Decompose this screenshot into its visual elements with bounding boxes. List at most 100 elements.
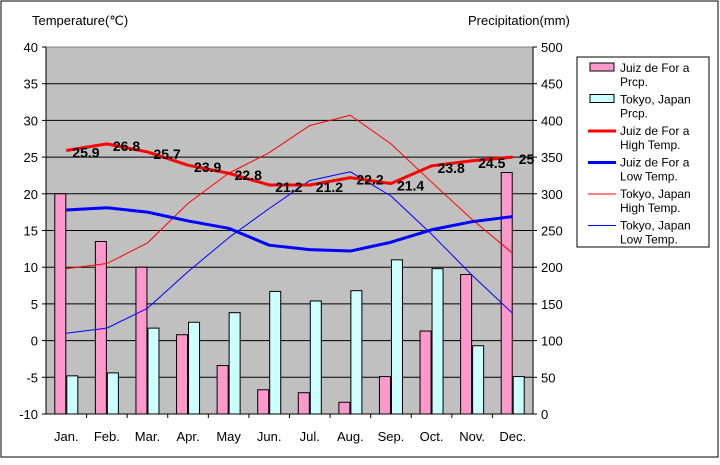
data-label: 21.2 [316, 179, 343, 195]
legend-label: Tokyo, Japan High Temp. [620, 187, 691, 215]
x-tick-label: Jul. [300, 429, 320, 444]
precip-bar [500, 172, 513, 415]
right-tick-label: 50 [541, 370, 555, 385]
data-label: 21.4 [397, 178, 424, 194]
x-tick-label: May [216, 429, 241, 444]
precip-bar [390, 259, 403, 415]
x-tick-label: Mar. [135, 429, 160, 444]
precip-bar [419, 330, 432, 415]
precip-bar [378, 376, 391, 415]
left-tick-label: 30 [24, 113, 38, 128]
x-tick-label: Nov. [459, 429, 485, 444]
left-tick-label: -5 [26, 370, 38, 385]
legend-label: Juiz de For a Prcp. [620, 61, 690, 89]
legend-label-line1: Tokyo, Japan [620, 219, 691, 233]
left-axis-title: Temperature(℃) [32, 13, 128, 28]
legend-swatch [589, 62, 615, 72]
data-label: 22.8 [235, 167, 262, 183]
left-tick-label: 40 [24, 40, 38, 55]
x-tick-label: Dec. [499, 429, 526, 444]
precip-bar [54, 193, 67, 415]
left-tick-label: 25 [24, 150, 38, 165]
left-tick-label: 35 [24, 77, 38, 92]
data-label: 21.2 [275, 179, 302, 195]
legend-label-line1: Tokyo, Japan [620, 187, 691, 201]
right-tick-label: 350 [541, 150, 563, 165]
legend: Juiz de For a Prcp.Tokyo, Japan Prcp.Juiz … [576, 56, 710, 248]
temperature-lines [66, 114, 514, 334]
legend-label-line1: Tokyo, Japan [620, 93, 691, 107]
x-tick-label: Apr. [176, 429, 199, 444]
temp-line [66, 206, 513, 253]
right-tick-label: 0 [541, 407, 548, 422]
left-tick-label: 20 [24, 187, 38, 202]
legend-label-line1: Juiz de For a [620, 61, 690, 75]
grid-lines [46, 83, 533, 378]
right-axis-title: Precipitation(mm) [468, 13, 570, 28]
left-tick-label: -10 [19, 407, 38, 422]
precip-bar [147, 327, 160, 415]
precip-bar [176, 334, 189, 415]
right-tick-label: 150 [541, 297, 563, 312]
data-label: 23.9 [194, 159, 221, 175]
x-tick-label: Aug. [337, 429, 364, 444]
data-label: 25 [519, 151, 535, 167]
precip-bar [228, 312, 241, 415]
x-tick-label: Feb. [94, 429, 120, 444]
left-tick-label: 0 [31, 334, 38, 349]
legend-label-line2: High Temp. [620, 138, 680, 152]
data-label: 23.8 [438, 160, 465, 176]
precip-bar [309, 300, 322, 415]
precip-bar [512, 376, 525, 415]
legend-swatch [589, 94, 615, 103]
precip-bar [216, 365, 229, 415]
precip-bar [257, 389, 270, 415]
data-label: 25.9 [72, 144, 99, 160]
right-tick-label: 500 [541, 40, 563, 55]
right-tick-label: 300 [541, 187, 563, 202]
left-tick-label: 5 [31, 297, 38, 312]
legend-label: Tokyo, Japan Low Temp. [620, 219, 691, 247]
legend-label-line1: Juiz de For a [620, 124, 690, 138]
temp-line [66, 142, 513, 187]
right-tick-label: 450 [541, 77, 563, 92]
legend-label: Juiz de For a High Temp. [620, 124, 690, 152]
legend-label-line2: Prcp. [620, 75, 648, 89]
legend-label-line1: Juiz de For a [620, 156, 690, 170]
precip-bar [338, 401, 351, 415]
legend-label: Tokyo, Japan Prcp. [620, 93, 691, 121]
x-tick-label: Oct. [420, 429, 444, 444]
temp-line [66, 171, 514, 334]
left-tick-label: 10 [24, 260, 38, 275]
legend-label-line2: Prcp. [620, 107, 648, 121]
data-label: 25.7 [153, 146, 180, 162]
legend-label-line2: Low Temp. [620, 170, 678, 184]
data-labels: 25.9 26.8 25.7 23.9 22.8 21.2 21.2 22.2 21.4 23.8… [72, 138, 534, 195]
precip-bar [188, 321, 201, 415]
precip-bar [269, 290, 282, 415]
precipitation-bars [54, 172, 525, 415]
data-label: 22.2 [356, 172, 383, 188]
right-tick-label: 250 [541, 224, 563, 239]
precip-bar [431, 268, 444, 415]
precip-bar [94, 241, 107, 415]
precip-bar [106, 372, 119, 415]
right-tick-label: 400 [541, 113, 563, 128]
data-label: 24.5 [478, 155, 505, 171]
x-tick-label: Jan. [54, 429, 79, 444]
precip-bar [350, 290, 363, 415]
precip-bar [297, 392, 310, 415]
precip-bar [135, 266, 148, 415]
precip-bar [472, 345, 485, 415]
x-tick-label: Sep. [378, 429, 405, 444]
legend-label-line2: Low Temp. [620, 233, 678, 247]
data-label: 26.8 [113, 138, 140, 154]
legend-label: Juiz de For a Low Temp. [620, 156, 690, 184]
x-tick-label: Jun. [257, 429, 282, 444]
right-tick-label: 100 [541, 334, 563, 349]
right-tick-label: 200 [541, 260, 563, 275]
legend-box [576, 56, 710, 248]
legend-label-line2: High Temp. [620, 201, 680, 215]
